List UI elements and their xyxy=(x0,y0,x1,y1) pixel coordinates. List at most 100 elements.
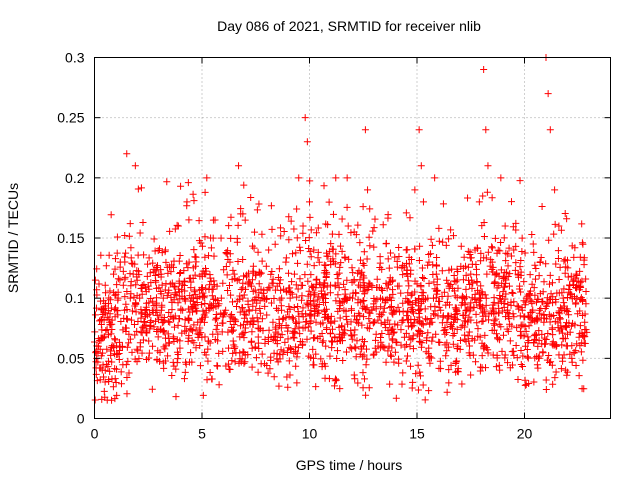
data-point xyxy=(190,246,198,254)
data-point xyxy=(517,346,525,354)
data-point xyxy=(314,254,322,262)
data-point xyxy=(224,287,232,295)
data-point xyxy=(189,294,197,302)
data-point xyxy=(110,270,118,278)
data-point xyxy=(204,337,212,345)
data-point xyxy=(436,297,444,305)
data-point xyxy=(425,258,433,266)
data-point xyxy=(543,294,551,302)
data-point xyxy=(189,190,197,198)
data-point xyxy=(302,318,310,326)
data-point xyxy=(425,279,433,287)
data-point xyxy=(366,280,374,288)
data-point xyxy=(152,276,160,284)
data-point xyxy=(240,272,248,280)
data-point xyxy=(365,325,373,333)
data-point xyxy=(125,330,133,338)
data-point xyxy=(101,281,109,289)
data-point xyxy=(394,282,402,290)
data-point xyxy=(351,326,359,334)
data-point xyxy=(129,270,137,278)
data-point xyxy=(339,356,347,364)
data-point xyxy=(417,343,425,351)
data-point xyxy=(227,234,235,242)
data-point xyxy=(570,253,578,261)
data-point xyxy=(275,320,283,328)
data-point xyxy=(505,315,513,323)
data-point xyxy=(397,341,405,349)
data-point xyxy=(92,364,100,372)
data-point xyxy=(247,194,255,202)
data-point xyxy=(213,321,221,329)
data-point xyxy=(191,302,199,310)
data-point xyxy=(415,295,423,303)
data-point xyxy=(162,334,170,342)
data-point xyxy=(99,361,107,369)
data-point xyxy=(370,243,378,251)
data-point xyxy=(512,259,520,267)
data-point xyxy=(239,294,247,302)
data-point xyxy=(573,340,581,348)
data-point xyxy=(235,162,243,170)
data-point xyxy=(121,293,129,301)
data-point xyxy=(350,371,358,379)
data-point xyxy=(405,282,413,290)
data-point xyxy=(293,234,301,242)
data-point xyxy=(471,246,479,254)
data-point xyxy=(154,333,162,341)
data-point xyxy=(561,269,569,277)
data-point xyxy=(580,385,588,393)
data-point xyxy=(123,150,131,158)
data-point xyxy=(478,339,486,347)
data-point xyxy=(560,302,568,310)
data-point xyxy=(136,229,144,237)
data-point xyxy=(343,203,351,211)
data-point xyxy=(495,320,503,328)
data-point xyxy=(488,244,496,252)
data-point xyxy=(307,327,315,335)
data-point xyxy=(325,375,333,383)
data-point xyxy=(229,349,237,357)
data-point xyxy=(379,308,387,316)
data-point xyxy=(179,281,187,289)
data-point xyxy=(454,368,462,376)
data-point xyxy=(154,246,162,254)
data-point xyxy=(377,338,385,346)
data-point xyxy=(133,267,141,275)
data-point xyxy=(284,327,292,335)
data-point xyxy=(149,342,157,350)
data-point xyxy=(551,220,559,228)
data-point xyxy=(547,290,555,298)
data-point xyxy=(408,323,416,331)
data-point xyxy=(294,285,302,293)
data-point xyxy=(281,338,289,346)
data-point xyxy=(105,376,113,384)
data-point xyxy=(428,241,436,249)
data-point xyxy=(286,294,294,302)
data-point xyxy=(160,328,168,336)
data-point xyxy=(114,311,122,319)
data-point xyxy=(524,354,532,362)
data-point xyxy=(435,224,443,232)
data-point xyxy=(534,364,542,372)
data-point xyxy=(120,314,128,322)
data-point xyxy=(209,300,217,308)
data-point xyxy=(296,243,304,251)
data-point xyxy=(328,337,336,345)
data-point xyxy=(187,303,195,311)
data-point xyxy=(468,284,476,292)
data-point xyxy=(284,383,292,391)
data-point xyxy=(395,252,403,260)
data-point xyxy=(502,257,510,265)
data-point xyxy=(578,220,586,228)
data-point xyxy=(125,339,133,347)
data-point xyxy=(233,235,241,243)
data-point xyxy=(474,332,482,340)
data-point xyxy=(396,308,404,316)
data-point xyxy=(248,242,256,250)
data-point xyxy=(350,277,358,285)
data-point xyxy=(497,174,505,182)
data-point xyxy=(201,188,209,196)
data-point xyxy=(365,384,373,392)
data-point xyxy=(224,360,232,368)
